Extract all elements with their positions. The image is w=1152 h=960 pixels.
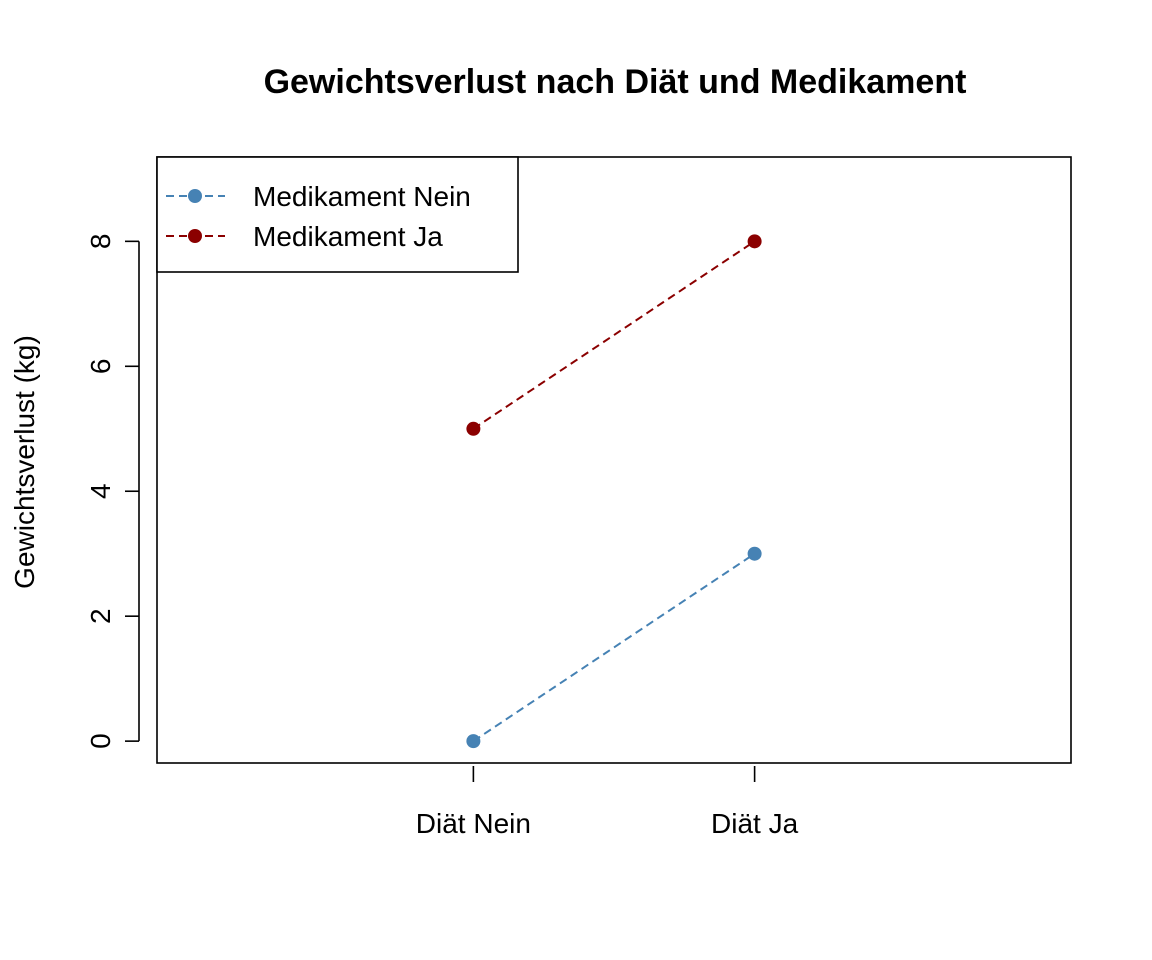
series-layer — [466, 234, 762, 749]
chart-title: Gewichtsverlust nach Diät und Medikament — [264, 63, 967, 101]
data-point-series-1-1 — [747, 234, 762, 249]
plot-area-frame — [156, 156, 1072, 764]
legend-label-0: Medikament Nein — [253, 181, 471, 212]
y-tick-label: 8 — [85, 234, 116, 250]
legend-marker-1 — [188, 229, 202, 243]
legend-box — [156, 156, 519, 273]
data-point-series-1-0 — [466, 421, 481, 436]
x-axis: Diät Nein Diät Ja — [416, 766, 799, 839]
y-tick-label: 4 — [85, 483, 116, 499]
series-line-1 — [472, 240, 756, 430]
data-point-series-0-1 — [747, 546, 762, 561]
y-axis: 0 2 4 6 8 — [85, 234, 140, 749]
data-point-series-0-0 — [466, 734, 481, 749]
y-tick-label: 6 — [85, 358, 116, 374]
y-axis-label: Gewichtsverlust (kg) — [9, 335, 40, 589]
legend-marker-0 — [188, 189, 202, 203]
x-tick-label: Diät Ja — [711, 808, 799, 839]
y-tick-label: 0 — [85, 733, 116, 749]
series-line-0 — [472, 552, 756, 742]
x-tick-label: Diät Nein — [416, 808, 531, 839]
legend: Medikament Nein Medikament Ja — [156, 156, 519, 273]
legend-label-1: Medikament Ja — [253, 221, 443, 252]
y-tick-label: 2 — [85, 608, 116, 624]
